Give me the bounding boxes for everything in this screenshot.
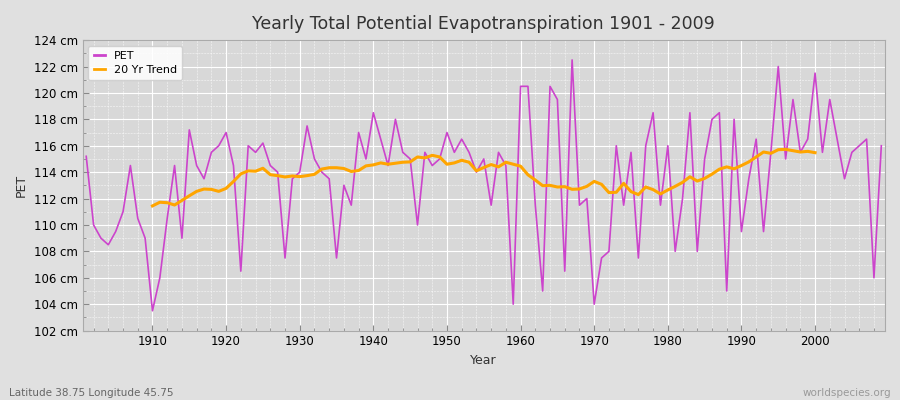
- 20 Yr Trend: [810, 150, 821, 155]
- Text: Latitude 38.75 Longitude 45.75: Latitude 38.75 Longitude 45.75: [9, 388, 174, 398]
- PET: [515, 84, 526, 89]
- PET: [567, 58, 578, 62]
- Y-axis label: PET: PET: [15, 174, 28, 197]
- 20 Yr Trend: [802, 149, 813, 154]
- PET: [147, 308, 158, 313]
- PET: [523, 84, 534, 89]
- PET: [81, 154, 92, 159]
- 20 Yr Trend: [302, 173, 312, 178]
- PET: [309, 156, 320, 161]
- Title: Yearly Total Potential Evapotranspiration 1901 - 2009: Yearly Total Potential Evapotranspiratio…: [252, 15, 716, 33]
- 20 Yr Trend: [795, 150, 806, 154]
- PET: [618, 203, 629, 208]
- 20 Yr Trend: [147, 204, 158, 208]
- 20 Yr Trend: [706, 172, 717, 176]
- PET: [876, 143, 886, 148]
- PET: [353, 130, 364, 135]
- Text: worldspecies.org: worldspecies.org: [803, 388, 891, 398]
- PET: [140, 236, 150, 240]
- 20 Yr Trend: [228, 179, 238, 184]
- Line: 20 Yr Trend: 20 Yr Trend: [152, 149, 815, 206]
- 20 Yr Trend: [780, 147, 791, 152]
- X-axis label: Year: Year: [471, 354, 497, 367]
- 20 Yr Trend: [317, 167, 328, 172]
- Legend: PET, 20 Yr Trend: PET, 20 Yr Trend: [88, 46, 183, 80]
- Line: PET: PET: [86, 60, 881, 311]
